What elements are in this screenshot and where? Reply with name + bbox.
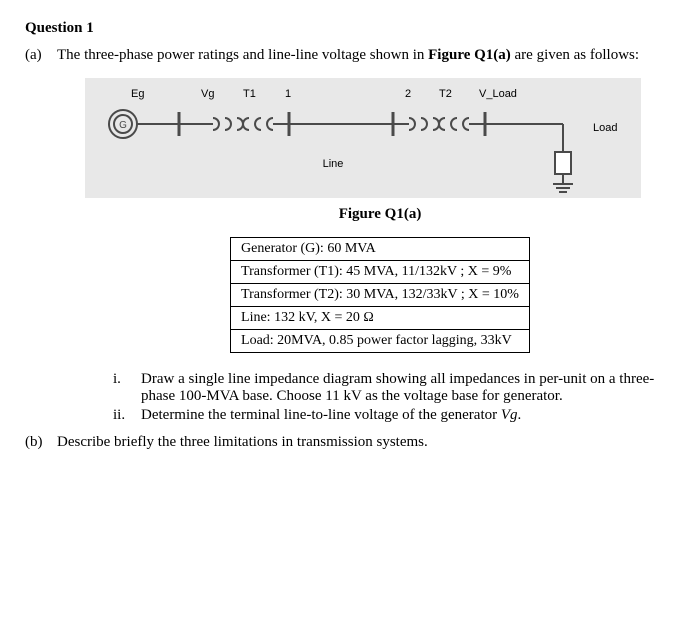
part-a: (a) The three-phase power ratings and li… [25, 47, 675, 64]
figure-caption: Figure Q1(a) [85, 206, 675, 223]
sub-ii-label: ii. [113, 407, 141, 424]
label-load: Load [593, 122, 633, 134]
part-a-body: The three-phase power ratings and line-l… [57, 47, 675, 64]
label-t2: T2 [439, 88, 452, 100]
table-row: Line: 132 kV, X = 20 Ω [231, 307, 530, 330]
part-b: (b) Describe briefly the three limitatio… [25, 434, 675, 451]
gen-g-text: G [119, 120, 127, 131]
part-a-figure-ref: Figure Q1(a) [428, 47, 511, 63]
part-a-text-post: are given as follows: [511, 47, 639, 63]
sub-i: i. Draw a single line impedance diagram … [113, 371, 675, 405]
part-b-body: Describe briefly the three limitations i… [57, 434, 675, 451]
sub-ii-var: Vg [501, 407, 518, 423]
sub-ii: ii. Determine the terminal line-to-line … [113, 407, 675, 424]
label-t1: T1 [243, 88, 256, 100]
label-vg: Vg [201, 88, 214, 100]
sub-ii-post: . [518, 407, 522, 423]
diagram-labels-row: Eg Vg T1 1 2 T2 V_Load [93, 88, 633, 104]
part-a-text-pre: The three-phase power ratings and line-l… [57, 47, 428, 63]
label-n2: 2 [405, 88, 411, 100]
table-row: Generator (G): 60 MVA [231, 238, 530, 261]
label-eg: Eg [131, 88, 144, 100]
sub-i-label: i. [113, 371, 141, 405]
question-title: Question 1 [25, 20, 675, 37]
part-a-label: (a) [25, 47, 57, 64]
diagram-svg: G [93, 104, 617, 194]
label-line: Line [303, 158, 363, 170]
table-row: Transformer (T2): 30 MVA, 132/33kV ; X =… [231, 284, 530, 307]
figure-wrap: Eg Vg T1 1 2 T2 V_Load G [85, 78, 675, 424]
circuit-diagram: Eg Vg T1 1 2 T2 V_Load G [85, 78, 641, 198]
sub-ii-pre: Determine the terminal line-to-line volt… [141, 407, 501, 423]
sub-i-body: Draw a single line impedance diagram sho… [141, 371, 675, 405]
table-row: Load: 20MVA, 0.85 power factor lagging, … [231, 330, 530, 353]
table-row: Transformer (T1): 45 MVA, 11/132kV ; X =… [231, 261, 530, 284]
label-n1: 1 [285, 88, 291, 100]
part-b-label: (b) [25, 434, 57, 451]
sub-ii-body: Determine the terminal line-to-line volt… [141, 407, 675, 424]
ratings-table: Generator (G): 60 MVA Transformer (T1): … [230, 237, 530, 353]
label-vl: V_Load [479, 88, 517, 100]
